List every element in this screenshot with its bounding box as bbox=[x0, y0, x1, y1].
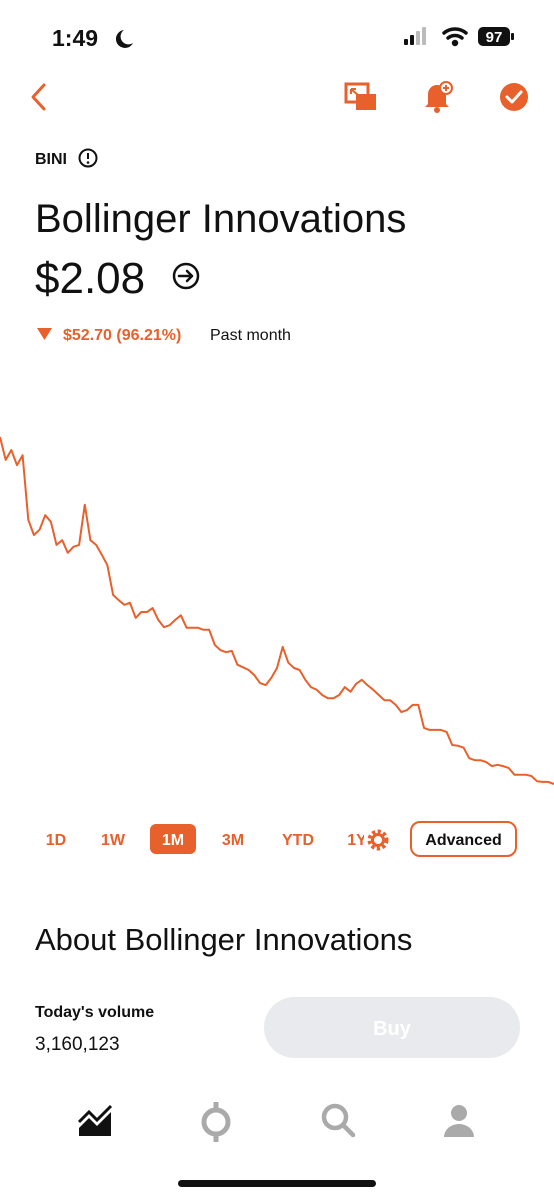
tab-investing[interactable] bbox=[77, 1104, 113, 1136]
battery-cap bbox=[511, 33, 514, 40]
battery-level: 97 bbox=[486, 29, 503, 46]
ticker: BINI bbox=[35, 151, 67, 168]
company-name: Bollinger Innovations bbox=[35, 197, 406, 241]
watchlist-button[interactable] bbox=[500, 83, 528, 111]
range-tab[interactable]: 1W bbox=[101, 832, 126, 849]
price-line bbox=[0, 436, 554, 785]
tab-search[interactable] bbox=[321, 1103, 356, 1138]
back-button[interactable] bbox=[31, 83, 46, 111]
battery bbox=[478, 27, 510, 46]
price-detail-icon[interactable] bbox=[172, 262, 200, 290]
pip-button[interactable] bbox=[344, 82, 376, 110]
range-tab[interactable]: YTD bbox=[282, 832, 314, 849]
price-change: $52.70 (96.21%) bbox=[63, 327, 181, 344]
range-tab[interactable]: 1D bbox=[46, 832, 66, 849]
range-tab-label: 1Y bbox=[347, 832, 367, 849]
status-time: 1:49 bbox=[52, 25, 98, 51]
down-triangle bbox=[37, 328, 52, 340]
moon-icon bbox=[115, 30, 133, 48]
range-tab[interactable]: 3M bbox=[222, 832, 244, 849]
buy-button[interactable]: Buy bbox=[264, 997, 520, 1058]
range-tab[interactable]: 1M bbox=[150, 824, 196, 854]
alert-button[interactable] bbox=[425, 81, 453, 113]
advanced-button[interactable]: Advanced bbox=[410, 821, 517, 857]
about-title: About Bollinger Innovations bbox=[35, 922, 412, 957]
range-tab-label: YTD bbox=[282, 832, 314, 849]
info-icon[interactable] bbox=[78, 148, 98, 168]
volume-value: 3,160,123 bbox=[35, 1034, 120, 1055]
chart-settings-button[interactable] bbox=[364, 826, 392, 854]
range-tab-label: 3M bbox=[222, 832, 244, 849]
price-chart bbox=[0, 436, 554, 785]
tab-account[interactable] bbox=[444, 1105, 474, 1137]
advanced-label: Advanced bbox=[425, 832, 501, 849]
change-period: Past month bbox=[210, 327, 291, 344]
range-tab-selected bbox=[150, 824, 196, 854]
buy-label: Buy bbox=[373, 1018, 412, 1040]
home-indicator bbox=[178, 1180, 376, 1187]
signal-icon bbox=[404, 27, 426, 45]
range-tab[interactable]: 1Y bbox=[347, 832, 367, 849]
range-tabs: 1D 1W 1M 3M YTD 1Y bbox=[46, 824, 367, 854]
range-tab-label: 1W bbox=[101, 832, 126, 849]
price: $2.08 bbox=[35, 254, 145, 303]
wifi-icon bbox=[442, 27, 468, 47]
range-tab-label: 1M bbox=[162, 832, 184, 849]
tab-crypto[interactable] bbox=[201, 1102, 231, 1142]
range-tab-label: 1D bbox=[46, 832, 66, 849]
volume-label: Today's volume bbox=[35, 1004, 154, 1021]
